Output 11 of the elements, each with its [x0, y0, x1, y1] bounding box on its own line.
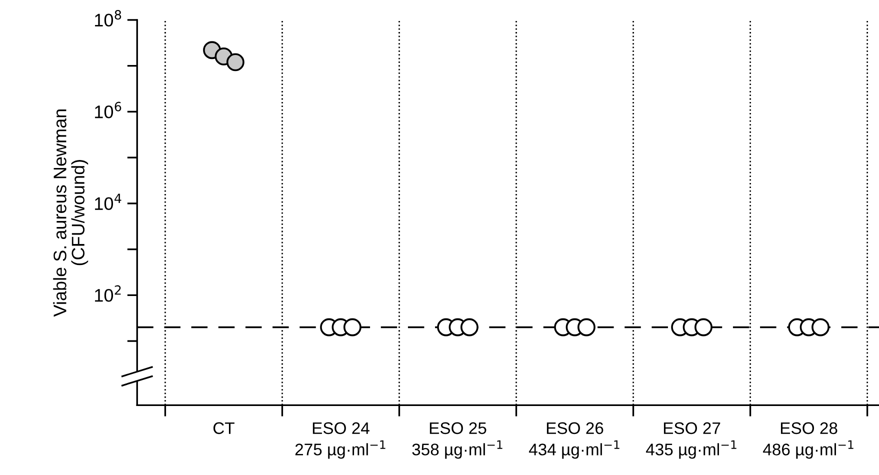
y-tick-label: 10$^{4}$	[95, 194, 122, 210]
y-axis-title: Viable S. aureus Newman (CFU/wound)	[53, 110, 88, 317]
x-tick-label: CT	[213, 422, 234, 434]
x-tick-label: ESO 25 358 µg·ml$^{−1}$	[412, 422, 502, 459]
y-tick-label: 10$^{2}$	[95, 285, 121, 302]
y-tick-label: 10$^{8}$	[95, 10, 122, 27]
x-tick-label: ESO 27 435 µg·ml$^{−1}$	[646, 422, 736, 459]
x-tick-label: ESO 28 486 µg·ml$^{−1}$	[763, 422, 854, 459]
x-tick-label: ESO 26 434 µg·ml$^{−1}$	[528, 422, 620, 459]
x-tick-label: ESO 24 275 µg·ml$^{−1}$	[295, 422, 386, 459]
y-tick-label: 10$^{6}$	[95, 102, 122, 118]
